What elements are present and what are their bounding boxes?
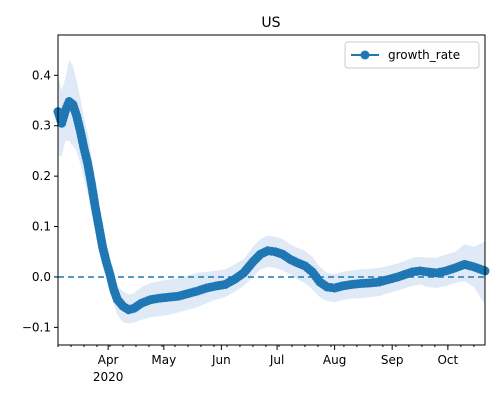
y-tick-label: 0.4: [32, 68, 51, 82]
confidence-band-layer: [58, 60, 485, 324]
legend: growth_rate: [344, 41, 480, 69]
legend-label: growth_rate: [388, 48, 460, 62]
plot-frame: [57, 34, 486, 346]
y-tick-label: −0.1: [22, 320, 51, 334]
x-tick-label: Oct: [437, 353, 458, 367]
x-tick-label: Jun: [211, 353, 231, 367]
x-tick-label: Jul: [269, 353, 284, 367]
y-tick-label: 0.0: [32, 270, 51, 284]
y-tick-label: 0.3: [32, 119, 51, 133]
x-tick-label: Sep: [381, 353, 404, 367]
x-tick-label: Aug: [323, 353, 346, 367]
series-layer: [53, 97, 490, 315]
legend-marker: [360, 50, 370, 60]
x-year-label: 2020: [93, 370, 124, 384]
confidence-band: [58, 60, 485, 324]
y-tick-label: 0.2: [32, 169, 51, 183]
x-tick-label: Apr: [98, 353, 119, 367]
x-tick-label: May: [151, 353, 176, 367]
legend-box: [344, 41, 480, 69]
axes-layer: −0.1 0.0 0.1 0.2 0.3 0.4 Apr May Jun Jul Aug Sep Oct…: [22, 34, 486, 384]
chart-title: US: [261, 15, 280, 31]
y-tick-label: 0.1: [32, 220, 51, 234]
